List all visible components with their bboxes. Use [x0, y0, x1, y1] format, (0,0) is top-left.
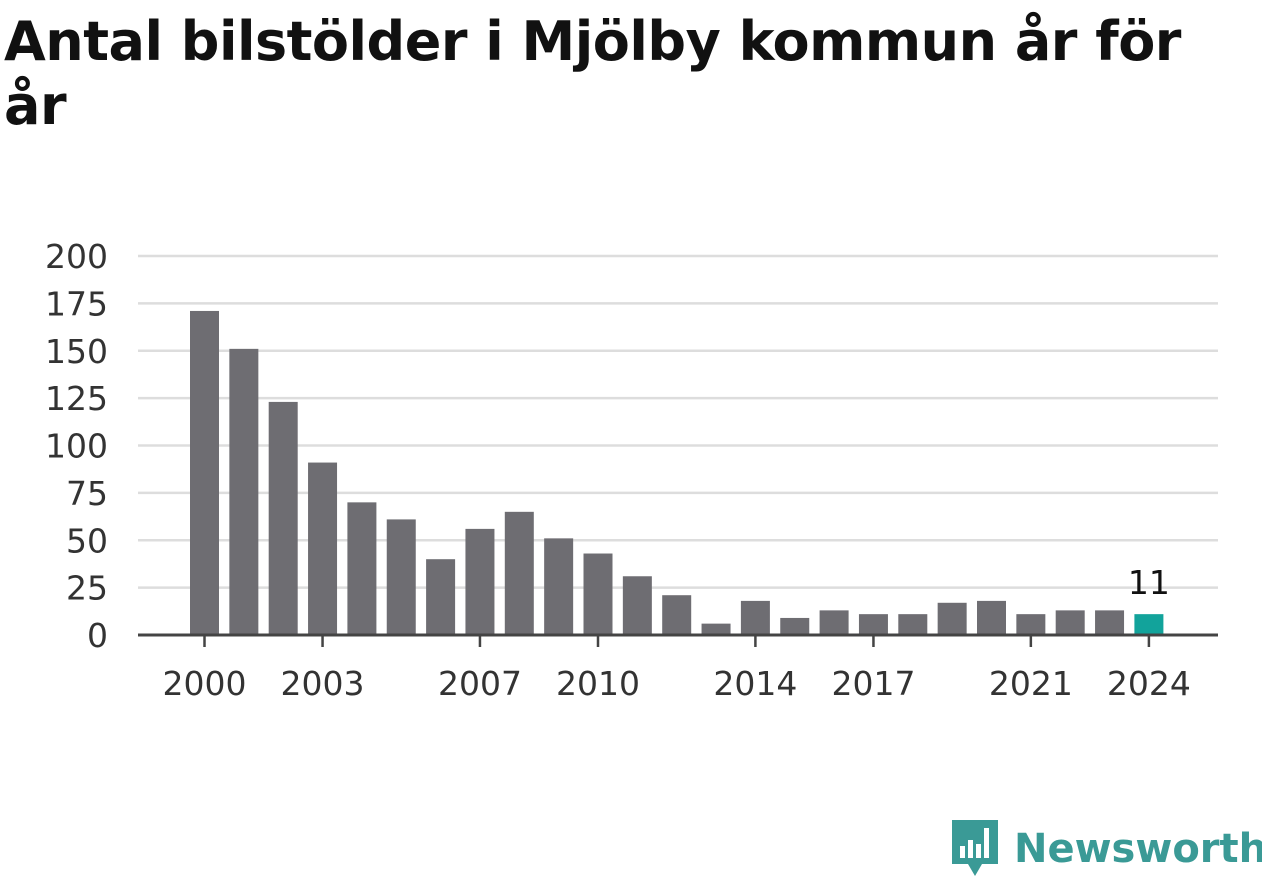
bar — [740, 600, 770, 635]
bar — [858, 614, 888, 635]
bar — [1095, 610, 1125, 635]
x-tick-label: 2003 — [281, 664, 365, 703]
bar — [386, 519, 416, 635]
labels: 0 25 50 75 100 125 150 175 200 11 2000 2003 2007 2010… — [45, 237, 1191, 703]
x-tick-label: 2021 — [989, 664, 1073, 703]
axes — [138, 633, 1218, 647]
bars — [190, 310, 1164, 635]
y-tick-label: 25 — [66, 569, 108, 608]
newsworthy-brand: Newsworthy — [950, 818, 1262, 880]
bar — [1055, 610, 1085, 635]
bar — [465, 528, 495, 635]
bar — [780, 617, 810, 635]
data-label: 11 — [1128, 563, 1170, 602]
x-tick-label: 2014 — [713, 664, 797, 703]
x-tick-label: 2017 — [831, 664, 915, 703]
y-tick-label: 50 — [66, 521, 108, 560]
bar — [504, 511, 534, 635]
bar — [622, 576, 652, 635]
y-tick-label: 0 — [87, 616, 108, 655]
bar — [701, 623, 731, 635]
bar — [583, 553, 613, 635]
bar — [937, 602, 967, 635]
y-tick-label: 125 — [45, 379, 108, 418]
bar — [426, 559, 456, 635]
y-tick-label: 75 — [66, 474, 108, 513]
x-tick-label: 2024 — [1107, 664, 1191, 703]
bar — [347, 502, 377, 635]
x-tick-label: 2010 — [556, 664, 640, 703]
bar — [898, 614, 928, 635]
bar — [229, 348, 259, 635]
bar — [662, 595, 692, 635]
bar-highlight — [1134, 614, 1164, 635]
brand-name: Newsworthy — [1014, 826, 1262, 872]
bar — [268, 401, 298, 635]
bar — [544, 538, 574, 635]
bar — [1016, 614, 1046, 635]
x-tick-label: 2000 — [163, 664, 247, 703]
y-tick-label: 150 — [45, 332, 108, 371]
bar — [308, 462, 338, 635]
y-tick-label: 175 — [45, 284, 108, 323]
x-tick-label: 2007 — [438, 664, 522, 703]
bar — [819, 610, 849, 635]
chart-title: Antal bilstölder i Mjölby kommun år för … — [4, 10, 1181, 137]
bar — [977, 600, 1006, 635]
gridlines — [138, 254, 1218, 589]
bar — [190, 310, 219, 635]
y-tick-label: 200 — [45, 237, 108, 276]
y-tick-label: 100 — [45, 427, 108, 466]
newsworthy-logo-icon — [952, 820, 998, 876]
